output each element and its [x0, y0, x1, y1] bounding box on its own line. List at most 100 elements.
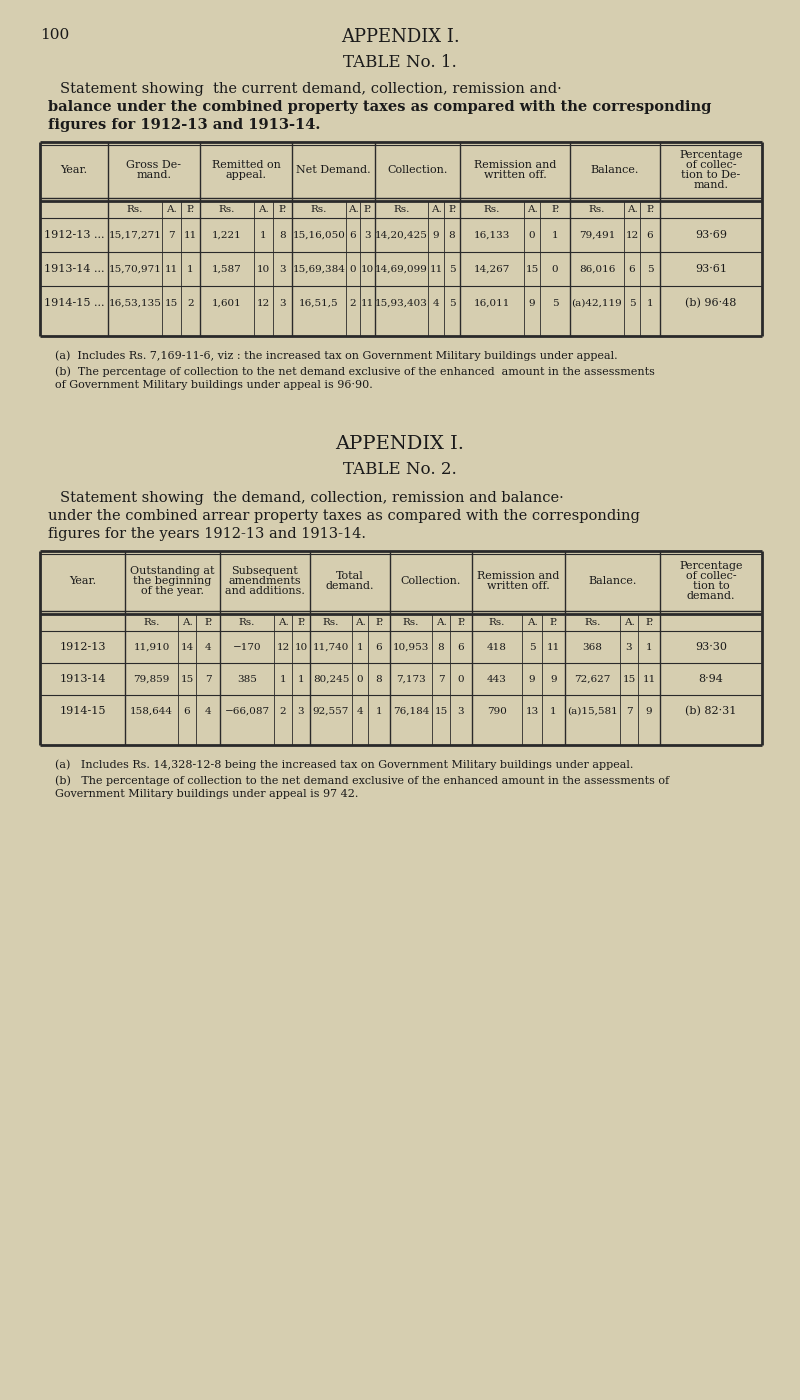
Text: Percentage: Percentage	[679, 561, 742, 571]
Text: 15,16,050: 15,16,050	[293, 231, 346, 239]
Text: A.: A.	[626, 204, 638, 214]
Text: 1913-14 ...: 1913-14 ...	[44, 265, 104, 274]
Text: A.: A.	[182, 617, 192, 627]
Text: (b)  The percentage of collection to the net demand exclusive of the enhanced  a: (b) The percentage of collection to the …	[55, 365, 655, 377]
Text: Rs.: Rs.	[219, 204, 235, 214]
Text: 15: 15	[165, 298, 178, 308]
Text: P.: P.	[363, 204, 371, 214]
Text: figures for 1912-13 and 1913-14.: figures for 1912-13 and 1913-14.	[48, 118, 320, 132]
Text: 6: 6	[629, 265, 635, 273]
Text: 1: 1	[298, 675, 304, 683]
Text: amendments: amendments	[229, 575, 302, 587]
Text: 1912-13: 1912-13	[59, 643, 106, 652]
Text: P.: P.	[448, 204, 456, 214]
Text: 80,245: 80,245	[313, 675, 349, 683]
Text: 86,016: 86,016	[579, 265, 615, 273]
Text: 4: 4	[205, 643, 211, 651]
Text: Statement showing  the current demand, collection, remission and·: Statement showing the current demand, co…	[60, 83, 562, 97]
Text: of collec-: of collec-	[686, 571, 736, 581]
Text: Subsequent: Subsequent	[232, 566, 298, 575]
Text: Balance.: Balance.	[588, 575, 637, 587]
Text: P.: P.	[297, 617, 305, 627]
Text: 1,587: 1,587	[212, 265, 242, 273]
Text: (b) 82·31: (b) 82·31	[686, 706, 737, 717]
Text: 1: 1	[646, 298, 654, 308]
Text: 14: 14	[180, 643, 194, 651]
Text: 6: 6	[458, 643, 464, 651]
Text: Rs.: Rs.	[584, 617, 601, 627]
Text: 16,011: 16,011	[474, 298, 510, 308]
Text: 93·30: 93·30	[695, 643, 727, 652]
Text: Remission and: Remission and	[478, 571, 560, 581]
Text: Year.: Year.	[69, 575, 96, 587]
Text: Rs.: Rs.	[589, 204, 605, 214]
Text: Rs.: Rs.	[323, 617, 339, 627]
Text: P.: P.	[278, 204, 286, 214]
Text: balance under the combined property taxes as compared with the corresponding: balance under the combined property taxe…	[48, 99, 711, 113]
Text: 11: 11	[430, 265, 442, 273]
Text: 6: 6	[350, 231, 356, 239]
Text: 14,69,099: 14,69,099	[375, 265, 428, 273]
Text: 4: 4	[433, 298, 439, 308]
Text: 1: 1	[260, 231, 267, 239]
Text: 10: 10	[361, 265, 374, 273]
Text: TABLE No. 1.: TABLE No. 1.	[343, 55, 457, 71]
Text: Rs.: Rs.	[143, 617, 160, 627]
Text: 9: 9	[646, 707, 652, 715]
Text: Collection.: Collection.	[401, 575, 461, 587]
Text: (b)   The percentage of collection to the net demand exclusive of the enhanced a: (b) The percentage of collection to the …	[55, 776, 669, 785]
Text: 8: 8	[449, 231, 455, 239]
Text: P.: P.	[551, 204, 559, 214]
Text: 79,491: 79,491	[579, 231, 615, 239]
Text: P.: P.	[645, 617, 653, 627]
Text: 0: 0	[458, 675, 464, 683]
Text: Rs.: Rs.	[394, 204, 410, 214]
Text: of Government Military buildings under appeal is 96·90.: of Government Military buildings under a…	[55, 379, 373, 391]
Text: TABLE No. 2.: TABLE No. 2.	[343, 461, 457, 477]
Text: APPENDIX I.: APPENDIX I.	[335, 435, 465, 454]
Text: tion to De-: tion to De-	[682, 169, 741, 181]
Text: the beginning: the beginning	[134, 575, 212, 587]
Text: 1: 1	[646, 643, 652, 651]
Text: 15: 15	[622, 675, 636, 683]
Text: 8·94: 8·94	[698, 673, 723, 685]
Text: 16,133: 16,133	[474, 231, 510, 239]
Text: 2: 2	[350, 298, 356, 308]
Text: Year.: Year.	[61, 165, 87, 175]
Text: 0: 0	[529, 231, 535, 239]
Text: Rs.: Rs.	[127, 204, 143, 214]
Text: 385: 385	[237, 675, 257, 683]
Text: 8: 8	[438, 643, 444, 651]
Text: 10: 10	[294, 643, 308, 651]
Text: 11: 11	[165, 265, 178, 273]
Text: 3: 3	[626, 643, 632, 651]
Text: Total: Total	[336, 571, 364, 581]
Text: 12: 12	[257, 298, 270, 308]
Text: 1913-14: 1913-14	[59, 673, 106, 685]
Text: 10,953: 10,953	[393, 643, 429, 651]
Text: 1: 1	[357, 643, 363, 651]
Text: 1: 1	[280, 675, 286, 683]
Text: A.: A.	[526, 617, 538, 627]
Text: 11,740: 11,740	[313, 643, 349, 651]
Text: 5: 5	[449, 298, 455, 308]
Text: −170: −170	[233, 643, 262, 651]
Text: A.: A.	[348, 204, 358, 214]
Text: (b) 96·48: (b) 96·48	[686, 298, 737, 308]
Text: 11,910: 11,910	[134, 643, 170, 651]
Text: and additions.: and additions.	[225, 587, 305, 596]
Text: 93·61: 93·61	[695, 265, 727, 274]
Text: P.: P.	[204, 617, 212, 627]
Text: Net Demand.: Net Demand.	[296, 165, 371, 175]
Text: 11: 11	[184, 231, 197, 239]
Text: 1914-15 ...: 1914-15 ...	[44, 298, 104, 308]
Text: 15,69,384: 15,69,384	[293, 265, 346, 273]
Text: Statement showing  the demand, collection, remission and balance·: Statement showing the demand, collection…	[60, 491, 564, 505]
Text: P.: P.	[375, 617, 383, 627]
Text: 15,70,971: 15,70,971	[109, 265, 162, 273]
Text: 11: 11	[547, 643, 560, 651]
Text: 6: 6	[646, 231, 654, 239]
Text: Government Military buildings under appeal is 97 42.: Government Military buildings under appe…	[55, 790, 358, 799]
Text: 5: 5	[646, 265, 654, 273]
Text: of the year.: of the year.	[141, 587, 204, 596]
